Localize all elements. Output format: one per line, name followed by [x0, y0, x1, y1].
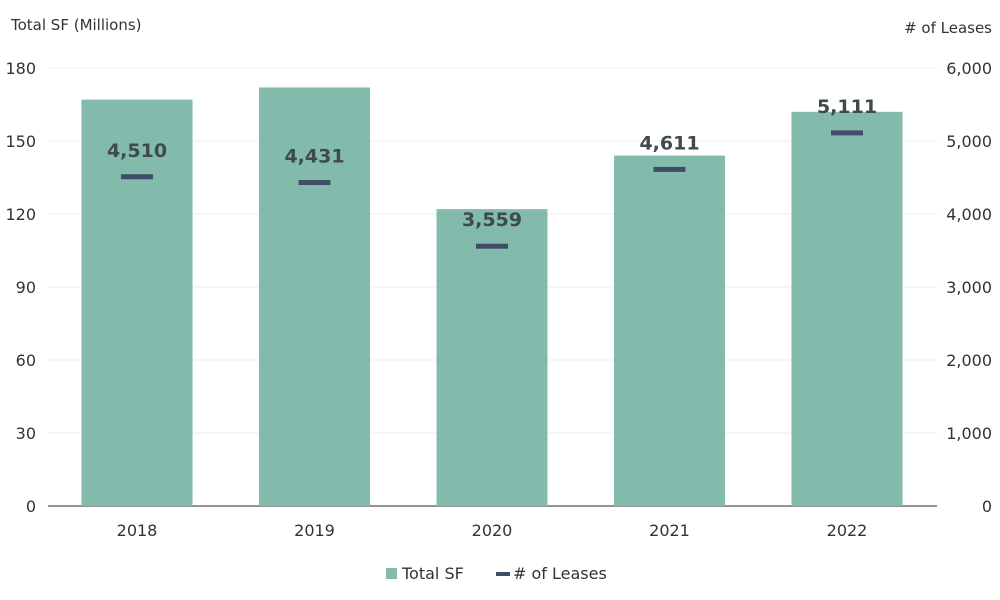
bars — [81, 87, 903, 507]
lease-marker — [653, 166, 686, 172]
lease-data-label: 4,611 — [639, 132, 699, 154]
lease-marker — [476, 243, 508, 249]
y2-tick-label: 0 — [982, 497, 992, 516]
x-tick-label: 2022 — [827, 521, 868, 540]
y-axis-title: Total SF (Millions) — [10, 16, 142, 34]
data-labels: 4,510 4,431 3,559 4,611 5,111 — [107, 96, 877, 231]
lease-data-label: 4,431 — [284, 146, 344, 168]
y-tick-label: 150 — [5, 132, 36, 151]
axis-ticks: 0 0 30 1,000 60 2,000 90 3,000 120 4,000 150 5,000 1… — [5, 59, 992, 540]
y2-tick-label: 6,000 — [946, 59, 992, 78]
legend-swatch-leases — [496, 572, 510, 576]
lease-marker — [831, 130, 863, 136]
y-tick-label: 120 — [5, 205, 36, 224]
x-tick-label: 2021 — [649, 521, 690, 540]
lease-data-label: 4,510 — [107, 140, 167, 162]
y2-axis-title: # of Leases — [904, 19, 992, 37]
y-tick-label: 0 — [26, 497, 36, 516]
legend-label-leases: # of Leases — [513, 564, 607, 583]
y-tick-label: 90 — [16, 278, 36, 297]
y-tick-label: 180 — [5, 59, 36, 78]
y2-tick-label: 3,000 — [946, 278, 992, 297]
lease-marker — [298, 180, 331, 186]
x-tick-label: 2019 — [294, 521, 335, 540]
y2-tick-label: 2,000 — [946, 351, 992, 370]
legend-label-total-sf: Total SF — [401, 564, 464, 583]
legend: Total SF # of Leases — [386, 564, 607, 583]
x-tick-label: 2018 — [117, 521, 158, 540]
lease-markers — [121, 130, 863, 249]
legend-swatch-total-sf — [386, 568, 397, 579]
bar — [436, 209, 548, 506]
x-tick-label: 2020 — [472, 521, 513, 540]
lease-marker — [121, 174, 153, 180]
bar — [259, 87, 370, 506]
y2-tick-label: 5,000 — [946, 132, 992, 151]
y-tick-label: 30 — [16, 424, 36, 443]
y2-tick-label: 1,000 — [946, 424, 992, 443]
bar — [791, 111, 903, 507]
lease-data-label: 3,559 — [462, 209, 522, 231]
bar — [81, 99, 193, 506]
y-tick-label: 60 — [16, 351, 36, 370]
lease-data-label: 5,111 — [817, 96, 877, 118]
bar — [614, 155, 725, 506]
y2-tick-label: 4,000 — [946, 205, 992, 224]
